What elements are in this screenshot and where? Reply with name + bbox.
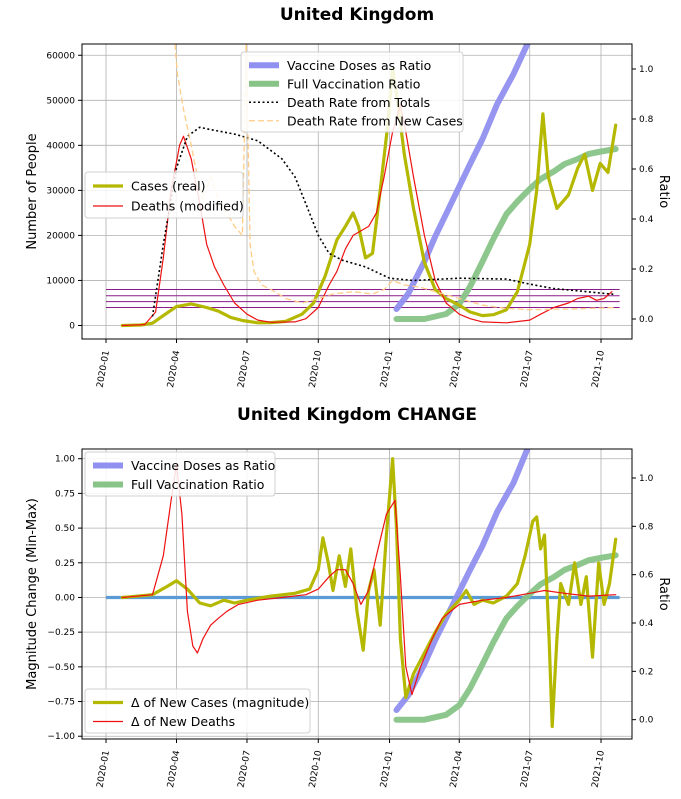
legend-label: Vaccine Doses as Ratio <box>287 58 431 73</box>
x-tick-label: 2020-10 <box>308 350 324 389</box>
x-tick-label: 2021-01 <box>379 350 395 389</box>
y-tick-label: −0.50 <box>47 663 75 673</box>
y-tick-label: 1.00 <box>55 455 75 465</box>
chart-title: United Kingdom <box>280 5 434 25</box>
y-tick-label: −0.75 <box>47 698 75 708</box>
y-tick-label: 0.50 <box>55 524 75 534</box>
legend-box <box>84 171 244 219</box>
x-tick-label: 2020-01 <box>96 750 112 789</box>
series-full-vaccination-ratio <box>393 552 619 723</box>
y2-tick-label: 0.2 <box>639 265 653 275</box>
legend-box <box>240 51 464 133</box>
x-tick-label: 2020-04 <box>166 750 182 789</box>
chart-united-kingdom-change: United Kingdom CHANGE 2020-01 2020-04 2020-… <box>25 405 671 789</box>
y2-tick-label: 0.6 <box>639 165 654 175</box>
y2-tick-label: 0.6 <box>639 571 654 581</box>
plot-area <box>106 449 620 729</box>
y-tick-label: 0.75 <box>55 489 75 499</box>
y2-axis-label: Ratio <box>656 577 671 610</box>
y2-axis-label: Ratio <box>656 175 671 208</box>
legend-label: Δ of New Cases (magnitude) <box>131 695 309 710</box>
plot-area <box>106 44 620 328</box>
y2-tick-label: 0.8 <box>639 115 654 125</box>
y-tick-label: 0.25 <box>55 559 75 569</box>
y-tick-label: 40000 <box>46 141 75 151</box>
y-tick-label: 0.00 <box>55 593 75 603</box>
legend-label: Death Rate from Totals <box>287 95 430 110</box>
x-tick-label: 2020-04 <box>166 350 182 389</box>
series-full-vaccination-ratio <box>393 146 619 322</box>
legend-label: Full Vaccination Ratio <box>287 76 420 91</box>
axes-frame <box>81 448 633 740</box>
x-tick-label: 2021-04 <box>449 750 465 789</box>
x-tick-label: 2021-10 <box>591 350 607 389</box>
x-tick-label: 2020-10 <box>308 750 324 789</box>
y2-tick-label: 0.0 <box>639 716 654 726</box>
chart-united-kingdom: United Kingdom 2020-01 2020-04 2020-07 2020-… <box>25 5 671 389</box>
x-tick-label: 2021-07 <box>519 350 535 389</box>
y2-tick-label: 0.0 <box>639 315 654 325</box>
x-tick-label: 2020-07 <box>237 750 253 789</box>
legend-label: Death Rate from New Cases <box>287 113 463 128</box>
y2-tick-label: 0.4 <box>639 215 654 225</box>
y2-tick-label: 0.2 <box>639 667 653 677</box>
y2-tick-label: 1.0 <box>639 65 654 75</box>
y2-tick-label: 0.8 <box>639 522 654 532</box>
x-tick-label: 2020-01 <box>96 350 112 389</box>
x-tick-label: 2021-04 <box>449 350 465 389</box>
chart-title: United Kingdom CHANGE <box>237 405 477 425</box>
legend-label: Full Vaccination Ratio <box>131 477 264 492</box>
x-tick-label: 2021-10 <box>591 750 607 789</box>
legend-label: Δ of New Deaths <box>131 714 235 729</box>
y2-tick-label: 1.0 <box>639 474 654 484</box>
y-axis-label: Number of People <box>25 133 40 249</box>
legend-label: Deaths (modified) <box>131 199 244 214</box>
y-tick-label: 60000 <box>46 51 75 61</box>
legend-lower-left: Δ of New Cases (magnitude) Δ of New Death… <box>84 688 311 734</box>
legend-box <box>84 451 276 497</box>
y-tick-label: 10000 <box>46 276 75 286</box>
series-vaccine-doses-as-ratio <box>393 449 531 713</box>
y2-tick-label: 0.4 <box>639 619 654 629</box>
legend-box <box>84 688 311 734</box>
legend-upper-center: Vaccine Doses as Ratio Full Vaccination R… <box>240 51 464 133</box>
x-tick-label: 2020-07 <box>237 350 253 389</box>
y-tick-label: 30000 <box>46 186 75 196</box>
legend-upper-left: Vaccine Doses as Ratio Full Vaccination R… <box>84 451 276 497</box>
y-tick-label: −1.00 <box>47 732 75 742</box>
y-axis-label: Magnitude Change (Min-Max) <box>25 498 40 690</box>
y-tick-label: −0.25 <box>47 628 75 638</box>
y-tick-label: 50000 <box>46 96 75 106</box>
legend-label: Cases (real) <box>131 179 206 194</box>
x-tick-label: 2021-01 <box>379 750 395 789</box>
series-delta-of-new-cases-magnitude <box>120 457 618 729</box>
series-delta-of-new-deaths <box>121 463 617 696</box>
y-tick-label: 20000 <box>46 231 75 241</box>
legend-center-left: Cases (real) Deaths (modified) <box>84 171 244 219</box>
axes-frame <box>81 43 633 340</box>
legend-label: Vaccine Doses as Ratio <box>131 458 275 473</box>
x-tick-label: 2021-07 <box>519 750 535 789</box>
y-tick-label: 0 <box>69 321 75 331</box>
series-vaccine-doses-as-ratio <box>393 44 531 312</box>
